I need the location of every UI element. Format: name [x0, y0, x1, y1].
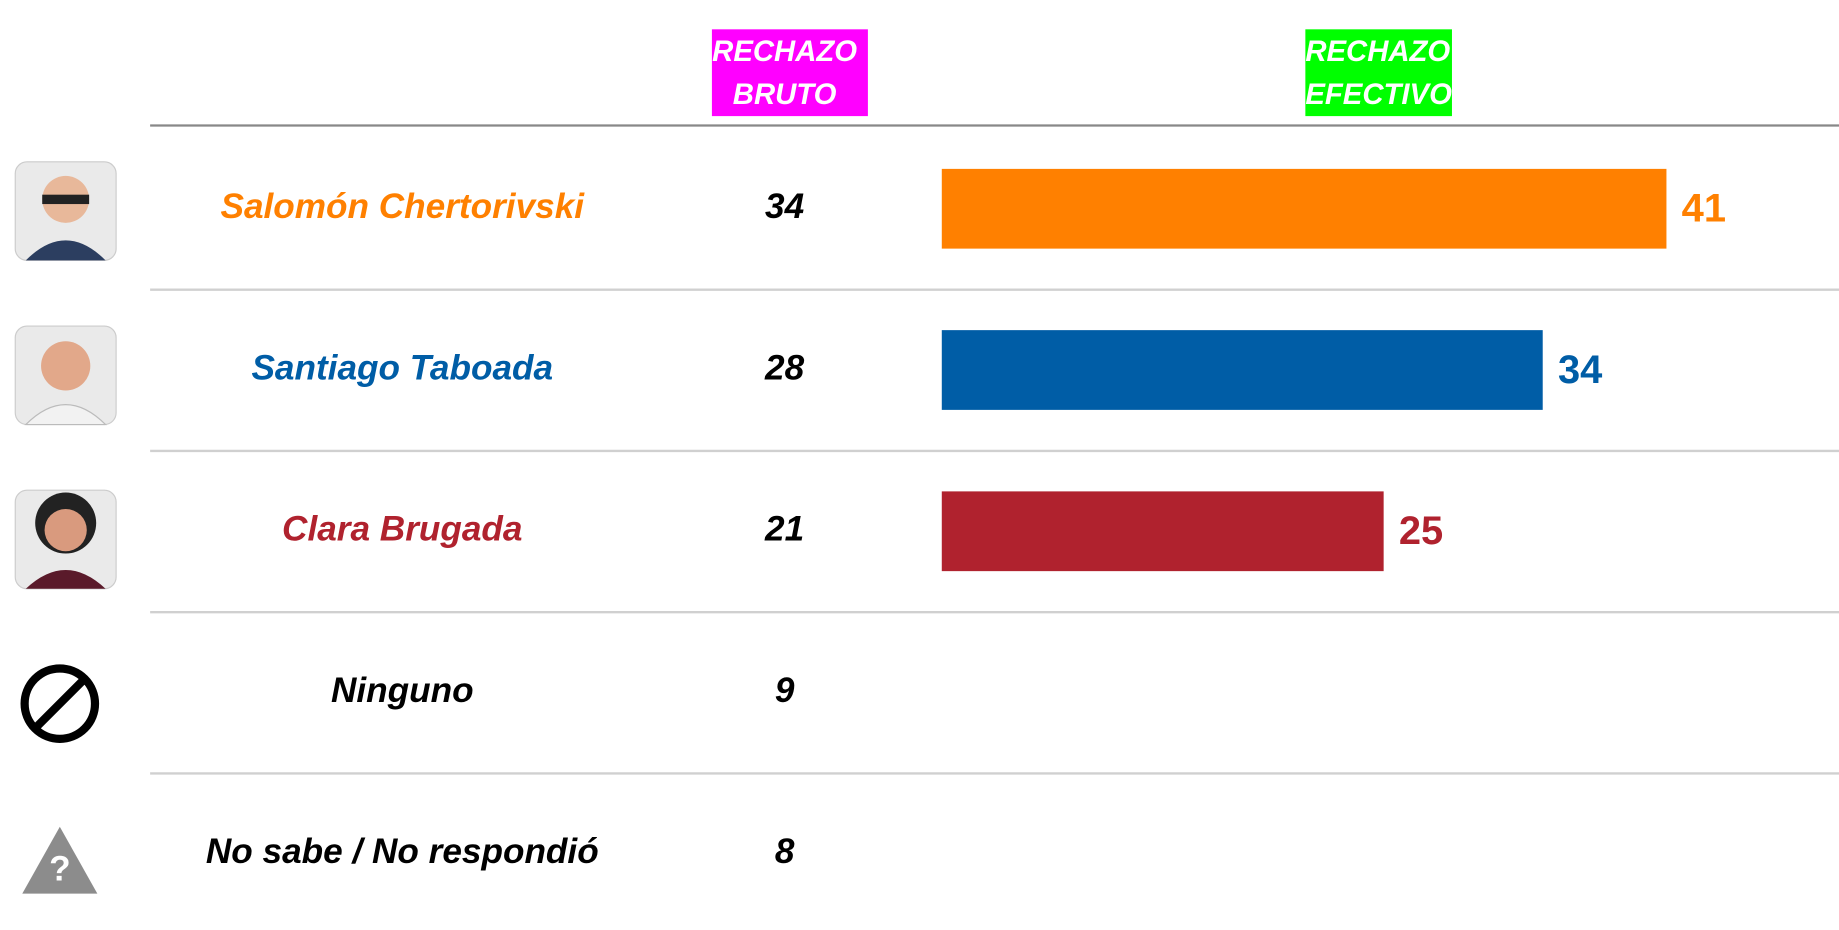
- raw-value: 8: [775, 832, 795, 871]
- photo-1: [15, 162, 116, 261]
- category-label: Santiago Taboada: [251, 348, 553, 387]
- photo-2: [15, 326, 116, 425]
- category-label: Ninguno: [331, 671, 474, 710]
- chart: ? RECHAZO BRUTO RECHAZO EFECTIVO Salomón Che…: [0, 0, 1839, 930]
- header-line: EFECTIVO: [1305, 78, 1452, 111]
- bar: [942, 330, 1543, 410]
- header-line: RECHAZO: [712, 35, 857, 68]
- raw-value: 9: [775, 671, 795, 710]
- photo-3: [15, 490, 116, 589]
- header-line: RECHAZO: [1305, 35, 1450, 68]
- raw-value: 28: [764, 348, 805, 387]
- raw-value: 34: [765, 187, 804, 226]
- none-icon: [25, 668, 95, 738]
- bar: [942, 491, 1384, 571]
- value-label: 25: [1399, 509, 1443, 553]
- svg-text:?: ?: [49, 850, 71, 889]
- bar: [942, 169, 1667, 249]
- page: ? RECHAZO BRUTO RECHAZO EFECTIVO Salomón Che…: [0, 0, 1839, 930]
- unknown-icon: ?: [22, 827, 97, 894]
- category-label: Salomón Chertorivski: [221, 187, 586, 226]
- header-line: BRUTO: [733, 78, 837, 111]
- category-label: No sabe / No respondió: [206, 832, 599, 871]
- category-label: Clara Brugada: [282, 510, 522, 549]
- value-label: 34: [1558, 348, 1602, 392]
- raw-value: 21: [764, 510, 804, 549]
- value-label: 41: [1682, 187, 1726, 231]
